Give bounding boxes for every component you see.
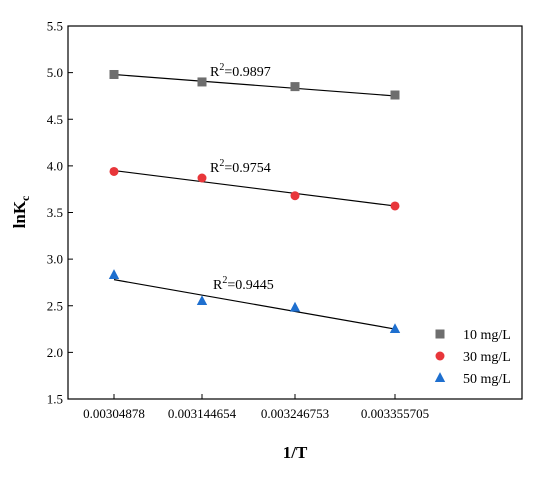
fit-lines [113, 73, 396, 330]
y-tick-label: 4.5 [47, 112, 63, 127]
r2-value: =0.9897 [224, 65, 270, 80]
r2-label: R2=0.9754 [210, 158, 271, 176]
r2-base: R [210, 65, 220, 80]
data-point [289, 301, 301, 312]
x-tick-label: 0.00304878 [83, 406, 145, 421]
data-point [390, 90, 400, 100]
y-tick-label: 2.5 [47, 298, 63, 313]
data-point [108, 269, 120, 279]
y-tick-label: 5.5 [47, 19, 63, 34]
y-tick-label: 1.5 [47, 392, 63, 407]
data-point [390, 201, 400, 211]
r2-superscript: 2 [219, 62, 224, 73]
data-point [109, 69, 119, 79]
x-tick-label: 0.003355705 [361, 406, 429, 421]
y-axis-title: lnKc [10, 195, 32, 228]
legend-label: 10 mg/L [463, 328, 511, 343]
legend-label: 30 mg/L [463, 350, 511, 365]
r2-value: =0.9445 [227, 278, 273, 293]
x-tick-label: 0.003144654 [168, 406, 237, 421]
r2-superscript: 2 [222, 275, 227, 286]
y-tick-label: 2.0 [47, 345, 63, 360]
x-tick-label: 0.003246753 [261, 406, 329, 421]
y-axis-title-main: lnK [10, 200, 29, 228]
data-point [389, 323, 401, 334]
fit-line [113, 279, 396, 330]
x-axis-title: 1/T [283, 443, 308, 462]
legend: 10 mg/L 30 mg/L 50 mg/L [434, 328, 511, 387]
legend-marker [435, 329, 445, 339]
fit-line [113, 169, 396, 207]
r2-superscript: 2 [219, 158, 224, 169]
data-point [109, 166, 119, 176]
r2-label: R2=0.9445 [213, 275, 274, 293]
legend-marker [434, 372, 446, 382]
y-tick-label: 5.0 [47, 65, 63, 80]
x-axis: 0.00304878 0.003144654 0.003246753 0.003355… [83, 394, 429, 421]
legend-marker [435, 351, 445, 361]
y-axis-title-subscript: c [18, 195, 32, 201]
r2-value: =0.9754 [224, 161, 270, 176]
plot-frame [67, 25, 523, 400]
data-point [290, 191, 300, 201]
y-tick-label: 4.0 [47, 158, 63, 173]
y-tick-label: 3.0 [47, 252, 63, 267]
r2-base: R [213, 278, 223, 293]
data-point [197, 77, 207, 87]
fit-line [113, 73, 396, 97]
y-tick-label: 3.5 [47, 205, 63, 220]
r2-label: R2=0.9897 [210, 62, 271, 80]
r2-base: R [210, 161, 220, 176]
legend-label: 50 mg/L [463, 372, 511, 387]
data-points [108, 69, 401, 334]
y-axis: 1.5 2.0 2.5 3.0 3.5 4.0 4.5 5.0 5.5 [47, 19, 73, 407]
data-point [196, 295, 208, 306]
data-point [290, 82, 300, 92]
data-point [197, 173, 207, 183]
